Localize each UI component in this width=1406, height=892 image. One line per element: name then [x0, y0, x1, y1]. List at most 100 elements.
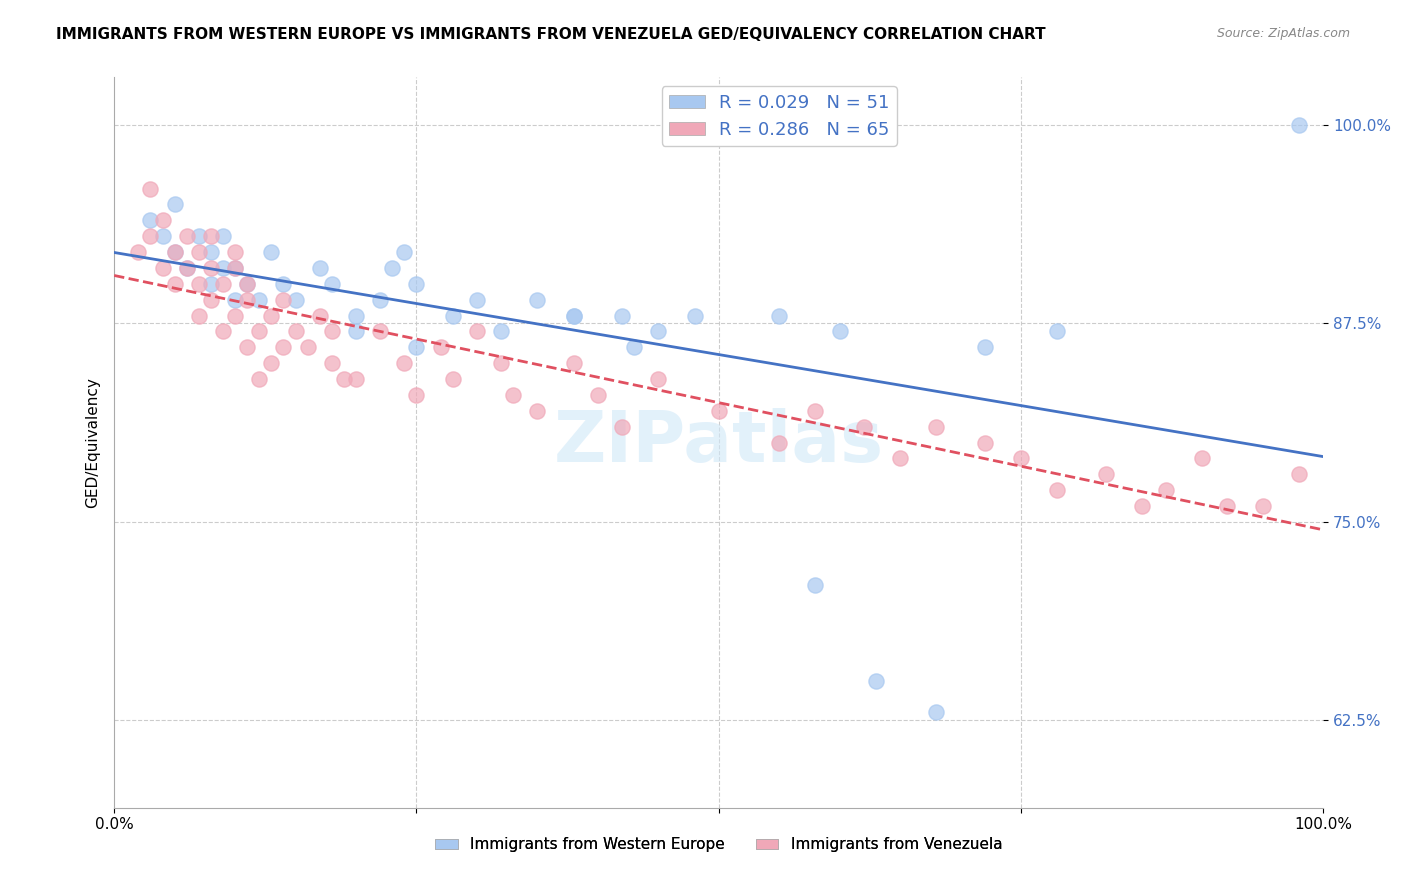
Point — [465, 293, 488, 307]
Point — [381, 260, 404, 275]
Point — [1215, 499, 1237, 513]
Y-axis label: GED/Equivalency: GED/Equivalency — [86, 377, 100, 508]
Point — [865, 673, 887, 688]
Point — [236, 340, 259, 354]
Point — [925, 706, 948, 720]
Point — [163, 197, 186, 211]
Point — [139, 181, 162, 195]
Point — [465, 325, 488, 339]
Point — [224, 293, 246, 307]
Point — [405, 340, 427, 354]
Point — [562, 356, 585, 370]
Point — [441, 309, 464, 323]
Point — [200, 293, 222, 307]
Point — [647, 372, 669, 386]
Legend: Immigrants from Western Europe, Immigrants from Venezuela: Immigrants from Western Europe, Immigran… — [429, 831, 1008, 858]
Point — [394, 356, 416, 370]
Point — [405, 277, 427, 291]
Point — [273, 277, 295, 291]
Point — [236, 277, 259, 291]
Point — [224, 260, 246, 275]
Point — [284, 293, 307, 307]
Point — [852, 419, 875, 434]
Point — [768, 435, 790, 450]
Point — [200, 229, 222, 244]
Point — [187, 277, 209, 291]
Point — [224, 245, 246, 260]
Point — [260, 356, 283, 370]
Point — [187, 309, 209, 323]
Point — [152, 260, 174, 275]
Text: ZIPatlas: ZIPatlas — [554, 408, 884, 477]
Point — [586, 388, 609, 402]
Point — [127, 245, 149, 260]
Point — [200, 277, 222, 291]
Point — [1046, 325, 1069, 339]
Point — [152, 229, 174, 244]
Point — [224, 309, 246, 323]
Point — [212, 277, 235, 291]
Point — [973, 435, 995, 450]
Point — [610, 309, 633, 323]
Point — [176, 260, 198, 275]
Point — [368, 325, 391, 339]
Point — [321, 325, 343, 339]
Point — [1130, 499, 1153, 513]
Point — [441, 372, 464, 386]
Point — [139, 213, 162, 227]
Point — [333, 372, 356, 386]
Point — [200, 260, 222, 275]
Point — [321, 277, 343, 291]
Point — [224, 260, 246, 275]
Point — [973, 340, 995, 354]
Point — [707, 404, 730, 418]
Point — [1046, 483, 1069, 498]
Point — [623, 340, 645, 354]
Point — [236, 277, 259, 291]
Point — [321, 356, 343, 370]
Point — [247, 372, 270, 386]
Point — [526, 293, 548, 307]
Point — [176, 229, 198, 244]
Point — [260, 309, 283, 323]
Point — [1010, 451, 1032, 466]
Point — [176, 260, 198, 275]
Point — [236, 293, 259, 307]
Point — [429, 340, 451, 354]
Point — [1251, 499, 1274, 513]
Point — [163, 245, 186, 260]
Point — [562, 309, 585, 323]
Point — [273, 340, 295, 354]
Point — [1288, 118, 1310, 132]
Point — [1288, 467, 1310, 482]
Point — [526, 404, 548, 418]
Point — [163, 277, 186, 291]
Point — [804, 578, 827, 592]
Point — [925, 419, 948, 434]
Point — [610, 419, 633, 434]
Point — [889, 451, 911, 466]
Point — [344, 325, 367, 339]
Point — [297, 340, 319, 354]
Point — [405, 388, 427, 402]
Point — [828, 325, 851, 339]
Point — [247, 293, 270, 307]
Point — [212, 325, 235, 339]
Point — [647, 325, 669, 339]
Text: IMMIGRANTS FROM WESTERN EUROPE VS IMMIGRANTS FROM VENEZUELA GED/EQUIVALENCY CORR: IMMIGRANTS FROM WESTERN EUROPE VS IMMIGR… — [56, 27, 1046, 42]
Point — [489, 325, 512, 339]
Point — [1191, 451, 1213, 466]
Point — [212, 229, 235, 244]
Point — [368, 293, 391, 307]
Point — [394, 245, 416, 260]
Point — [344, 372, 367, 386]
Point — [308, 260, 330, 275]
Point — [284, 325, 307, 339]
Point — [212, 260, 235, 275]
Point — [152, 213, 174, 227]
Point — [308, 309, 330, 323]
Point — [562, 309, 585, 323]
Point — [683, 309, 706, 323]
Text: Source: ZipAtlas.com: Source: ZipAtlas.com — [1216, 27, 1350, 40]
Point — [200, 245, 222, 260]
